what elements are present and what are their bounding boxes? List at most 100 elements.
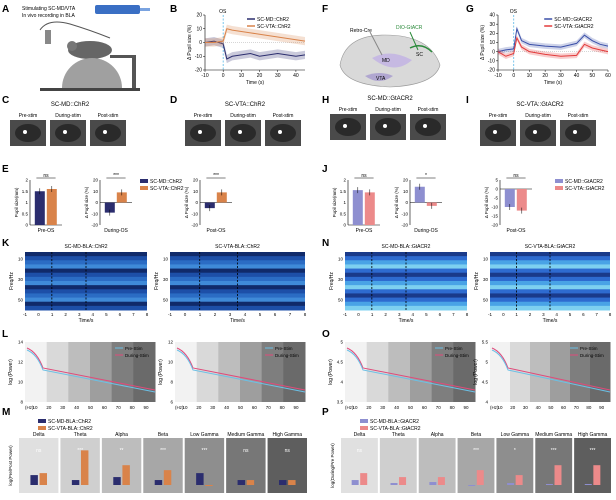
eye-group-title: SC-VTA::ChR2	[225, 102, 266, 108]
during-stim-curve	[176, 347, 306, 391]
band-panel	[101, 438, 142, 493]
x-tick-label: 80	[280, 405, 286, 410]
x-tick-label: 30	[210, 405, 216, 410]
x-tick-label: 60	[422, 405, 428, 410]
sig-label: ***	[551, 448, 557, 454]
y-tick-label: 20	[403, 178, 409, 183]
y-axis-title: Freq/Hz	[474, 272, 480, 290]
y-tick-label: 4.5	[337, 360, 344, 365]
sig-label: ***	[213, 173, 219, 179]
eye-stage-label: Pre-stim	[339, 107, 358, 113]
series-line	[205, 28, 306, 43]
x-tick-label: -1	[343, 312, 347, 317]
legend-label: SC-MD-BLA::ChR2	[48, 419, 91, 425]
y-tick-label: 30	[338, 277, 344, 282]
x-tick-label: 4	[412, 312, 415, 317]
y-tick-label: 1	[343, 200, 346, 205]
series-band	[498, 26, 608, 55]
x-tick-label: 4	[555, 312, 558, 317]
os-label: OS	[219, 9, 227, 15]
legend-label: SC-MD::ChR2	[257, 17, 289, 23]
x-axis-title: Time/s	[230, 318, 245, 324]
sig-label: ns	[36, 448, 42, 454]
band-bar	[437, 477, 445, 485]
x-tick-label: 5	[105, 312, 108, 317]
panel-label-p: P	[322, 407, 329, 418]
x-tick-label: 8	[146, 312, 149, 317]
panel-label-f: F	[322, 4, 328, 15]
retro-needle	[369, 31, 383, 56]
x-tick-label: 7	[132, 312, 135, 317]
legend-label: During-Stim	[125, 353, 149, 358]
x-tick-label: 90	[294, 405, 300, 410]
eye-iris	[565, 124, 591, 142]
category-label: Post-OS	[207, 228, 227, 234]
spectrogram-band	[170, 256, 305, 261]
y-tick-label: 0	[195, 200, 198, 205]
spectrogram-title: SC-VTA-BLA::GtACR2	[525, 244, 576, 250]
spectrogram-band	[25, 281, 147, 286]
eye-stage-label: Post-stim	[273, 113, 294, 119]
x-tick-label: -1	[488, 312, 492, 317]
y-tick-label: 20	[196, 13, 202, 19]
legend-label: Pre-Stim	[125, 346, 143, 351]
spectrogram-band	[25, 301, 147, 307]
eye-iris	[230, 124, 256, 142]
band-bar	[351, 480, 359, 485]
panel-label-e: E	[2, 164, 9, 175]
y-tick-label: -5	[494, 196, 498, 201]
bar	[34, 191, 45, 225]
y-tick-label: 10	[196, 26, 202, 32]
band-bar	[593, 465, 601, 485]
band-bar	[584, 484, 592, 486]
y-tick-label: 12	[168, 340, 174, 345]
spectrogram-band	[345, 256, 467, 261]
y-tick-label: 8	[20, 400, 23, 405]
x-tick-label: 5	[569, 312, 572, 317]
eye-stage-label: Post-stim	[98, 113, 119, 119]
band-bar	[113, 477, 121, 485]
x-tick-label: 20	[542, 73, 548, 79]
band-shade	[240, 342, 263, 402]
x-tick-label: 20	[366, 405, 372, 410]
y-tick-label: 0	[495, 187, 498, 192]
x-tick-label: 60	[102, 405, 108, 410]
band-bar	[196, 473, 204, 485]
sig-label: ns	[361, 173, 367, 179]
y-tick-label: 4.5	[482, 380, 489, 385]
band-shade	[510, 342, 531, 402]
syringe-pump	[95, 5, 140, 14]
spectrogram-band	[490, 297, 610, 303]
spectrogram-band	[345, 272, 467, 278]
band-shade	[218, 342, 241, 402]
x-tick-label: 30	[275, 73, 281, 79]
spectrogram-band	[170, 272, 305, 278]
spectrogram-band	[170, 252, 305, 257]
spectrogram-band	[345, 301, 467, 307]
spectrogram-band	[25, 256, 147, 261]
band-bar	[163, 470, 172, 485]
band-shade	[490, 342, 511, 402]
series-band	[205, 37, 305, 64]
panel-labels: A B C D E F G H I J K L M N O P	[2, 4, 474, 418]
x-tick-label: 40	[293, 73, 299, 79]
x-tick-label: 5	[259, 312, 262, 317]
eye-stage-label: During-stim	[55, 113, 81, 119]
x-tick-label: 3	[78, 312, 81, 317]
y-tick-label: 5	[485, 360, 488, 365]
bar	[504, 189, 515, 207]
y-tick-label: 20	[489, 31, 495, 37]
legend-label: SC-VTA-BLA::GtACR2	[370, 426, 421, 432]
eye-iris	[335, 118, 361, 136]
band-bar	[476, 470, 484, 485]
y-axis-title: Freq/Hz	[9, 272, 15, 290]
eye-iris	[525, 124, 551, 142]
y-tick-label: -10	[191, 211, 198, 216]
category-label: Pre-OS	[356, 228, 373, 234]
panel-label-g: G	[466, 4, 474, 15]
band-label: Delta	[33, 432, 45, 438]
panel-label-l: L	[2, 329, 8, 340]
y-tick-label: -20	[195, 68, 202, 74]
band-bar	[122, 465, 130, 485]
y-tick-label: -10	[91, 211, 98, 216]
